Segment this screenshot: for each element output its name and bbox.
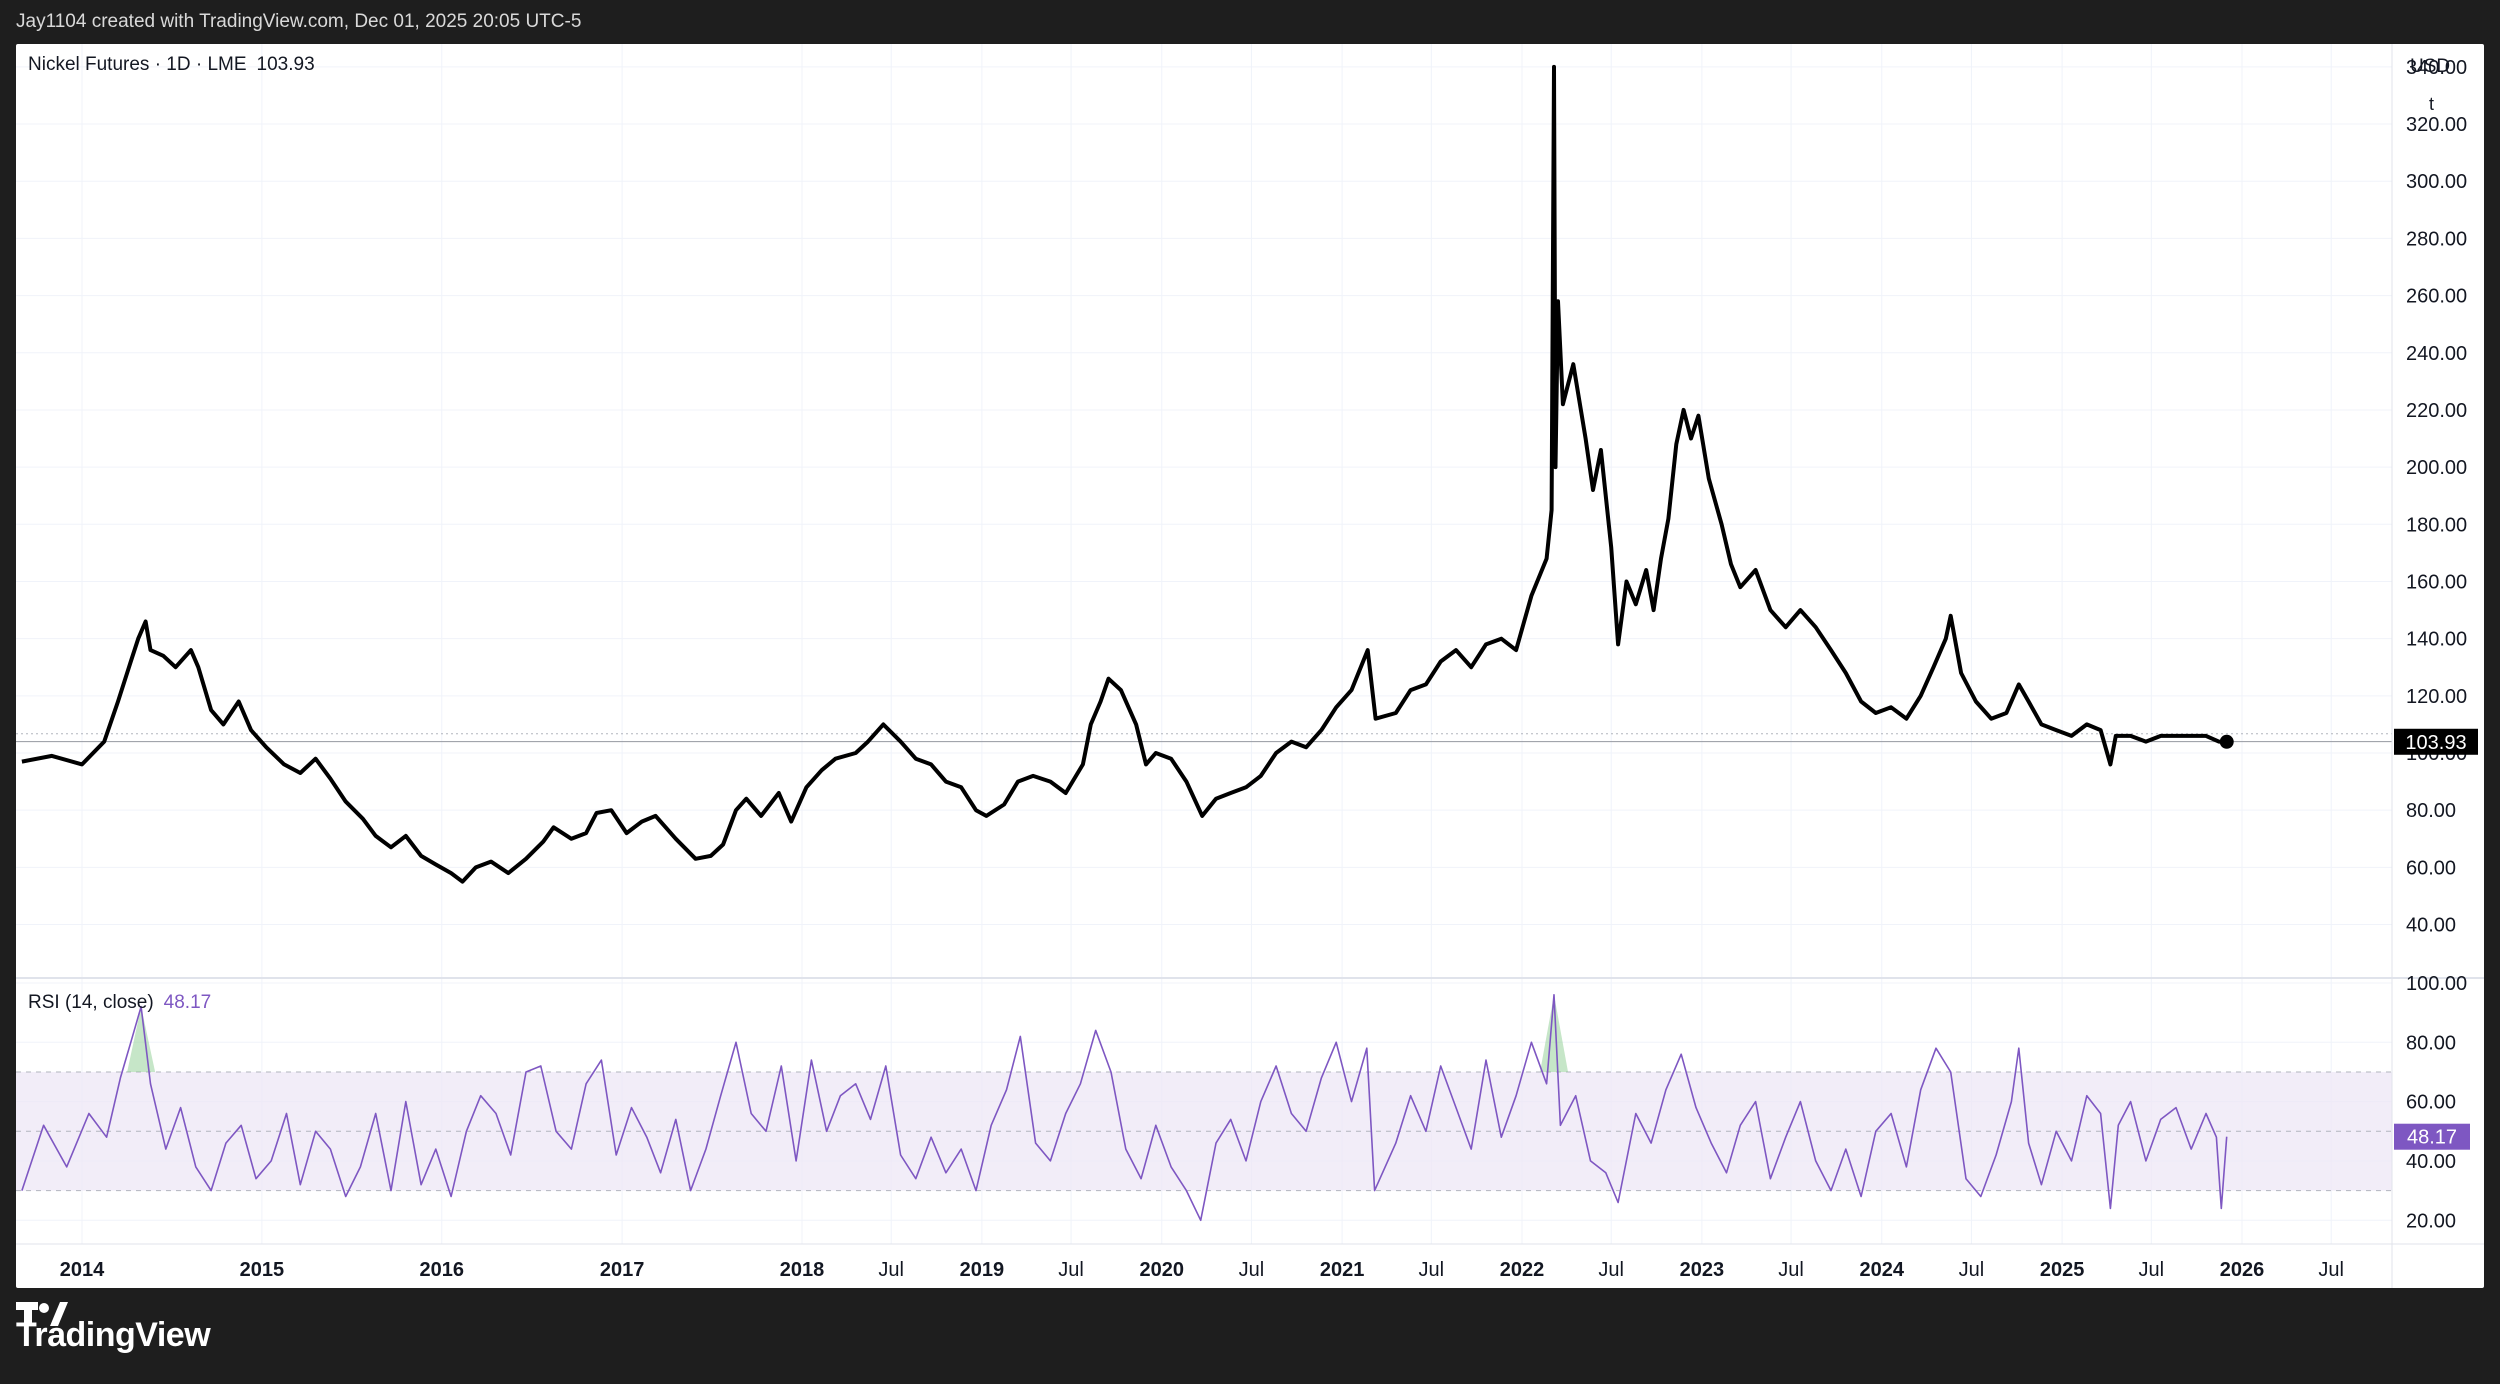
x-tick-9: Jul: [1239, 1259, 1265, 1281]
symbol-label: Nickel Futures · 1D · LME: [28, 54, 247, 75]
footer-brand[interactable]: TradingView: [16, 1300, 616, 1370]
price-y-tick-7: 180.00: [2406, 514, 2467, 536]
x-tick-2: 2016: [420, 1259, 465, 1281]
x-tick-3: 2017: [600, 1259, 645, 1281]
x-tick-5: Jul: [878, 1259, 904, 1281]
x-tick-0: 2014: [60, 1259, 105, 1281]
price-last-value: 103.93: [256, 54, 315, 75]
x-tick-11: Jul: [1419, 1259, 1445, 1281]
rsi-last-badge: [2394, 1123, 2470, 1150]
rsi-band-layer: [16, 994, 2392, 1192]
rsi-y-tick-0: 20.00: [2406, 1210, 2456, 1232]
rsi-label: RSI (14, close): [28, 992, 154, 1013]
x-tick-10: 2021: [1320, 1259, 1365, 1281]
price-y-tick-12: 280.00: [2406, 228, 2467, 250]
x-tick-19: Jul: [2139, 1259, 2165, 1281]
rsi-overbought-fill-16: [1540, 994, 1569, 1072]
x-tick-14: 2023: [1680, 1259, 1725, 1281]
price-y-tick-2: 80.00: [2406, 800, 2456, 822]
price-y-tick-6: 160.00: [2406, 571, 2467, 593]
rsi-last-value: 48.17: [163, 992, 212, 1013]
price-y-tick-0: 40.00: [2406, 915, 2456, 937]
x-tick-13: Jul: [1598, 1259, 1624, 1281]
price-y-tick-4: 120.00: [2406, 686, 2467, 708]
price-legend[interactable]: Nickel Futures · 1D · LME 103.93: [28, 54, 315, 76]
rsi-overbought-fill-1: [127, 1006, 156, 1072]
price-last-badge: [2394, 728, 2478, 755]
x-tick-21: Jul: [2318, 1259, 2344, 1281]
rsi-y-tick-2: 60.00: [2406, 1092, 2456, 1114]
x-tick-8: 2020: [1140, 1259, 1185, 1281]
price-y-tick-15: 340.00: [2406, 57, 2467, 79]
rsi-y-tick-4: 100.00: [2406, 973, 2467, 995]
rsi-series-line: [21, 993, 2228, 1222]
x-tick-4: 2018: [780, 1259, 825, 1281]
price-series-line: [21, 64, 2227, 884]
unit-button[interactable]: t: [2428, 94, 2434, 114]
price-last-point: [2219, 734, 2234, 749]
chart-frame: 40.00 60.00 80.00 100.00 120.00 140.00 160.00 1…: [16, 44, 2484, 1288]
x-tick-12: 2022: [1500, 1259, 1545, 1281]
x-tick-7: Jul: [1058, 1259, 1084, 1281]
rsi-y-tick-1: 40.00: [2406, 1151, 2456, 1173]
price-last-badge-text: 103.93: [2405, 732, 2466, 754]
price-y-tick-14: 320.00: [2406, 114, 2467, 136]
axis-layer: [16, 44, 2484, 1288]
x-tick-1: 2015: [240, 1259, 285, 1281]
rsi-y-tick-3: 80.00: [2406, 1032, 2456, 1054]
x-tick-16: 2024: [1860, 1259, 1905, 1281]
label-layer: 40.00 60.00 80.00 100.00 120.00 140.00 160.00 1…: [60, 57, 2478, 1281]
x-tick-20: 2026: [2220, 1259, 2265, 1281]
grid-lines: [16, 44, 2392, 1244]
price-y-tick-13: 300.00: [2406, 171, 2467, 193]
rsi-legend[interactable]: RSI (14, close) 48.17: [28, 992, 211, 1014]
chart-canvas[interactable]: 40.00 60.00 80.00 100.00 120.00 140.00 160.00 1…: [16, 44, 2484, 1288]
attribution-header: Jay1104 created with TradingView.com, De…: [16, 11, 582, 32]
tradingview-logo-icon: [16, 1302, 68, 1326]
price-y-tick-10: 240.00: [2406, 343, 2467, 365]
brand-name: TradingView: [16, 1315, 211, 1354]
price-y-tick-1: 60.00: [2406, 857, 2456, 879]
x-tick-6: 2019: [960, 1259, 1005, 1281]
price-y-tick-9: 220.00: [2406, 400, 2467, 422]
x-tick-18: 2025: [2040, 1259, 2085, 1281]
x-tick-17: Jul: [1959, 1259, 1985, 1281]
series-layer: [16, 64, 2392, 1222]
price-y-tick-5: 140.00: [2406, 629, 2467, 651]
rsi-last-badge-text: 48.17: [2407, 1127, 2457, 1149]
price-y-tick-11: 260.00: [2406, 286, 2467, 308]
x-tick-15: Jul: [1778, 1259, 1804, 1281]
currency-button[interactable]: USD: [2410, 56, 2451, 77]
price-y-tick-8: 200.00: [2406, 457, 2467, 479]
rsi-band: [16, 1071, 2392, 1191]
